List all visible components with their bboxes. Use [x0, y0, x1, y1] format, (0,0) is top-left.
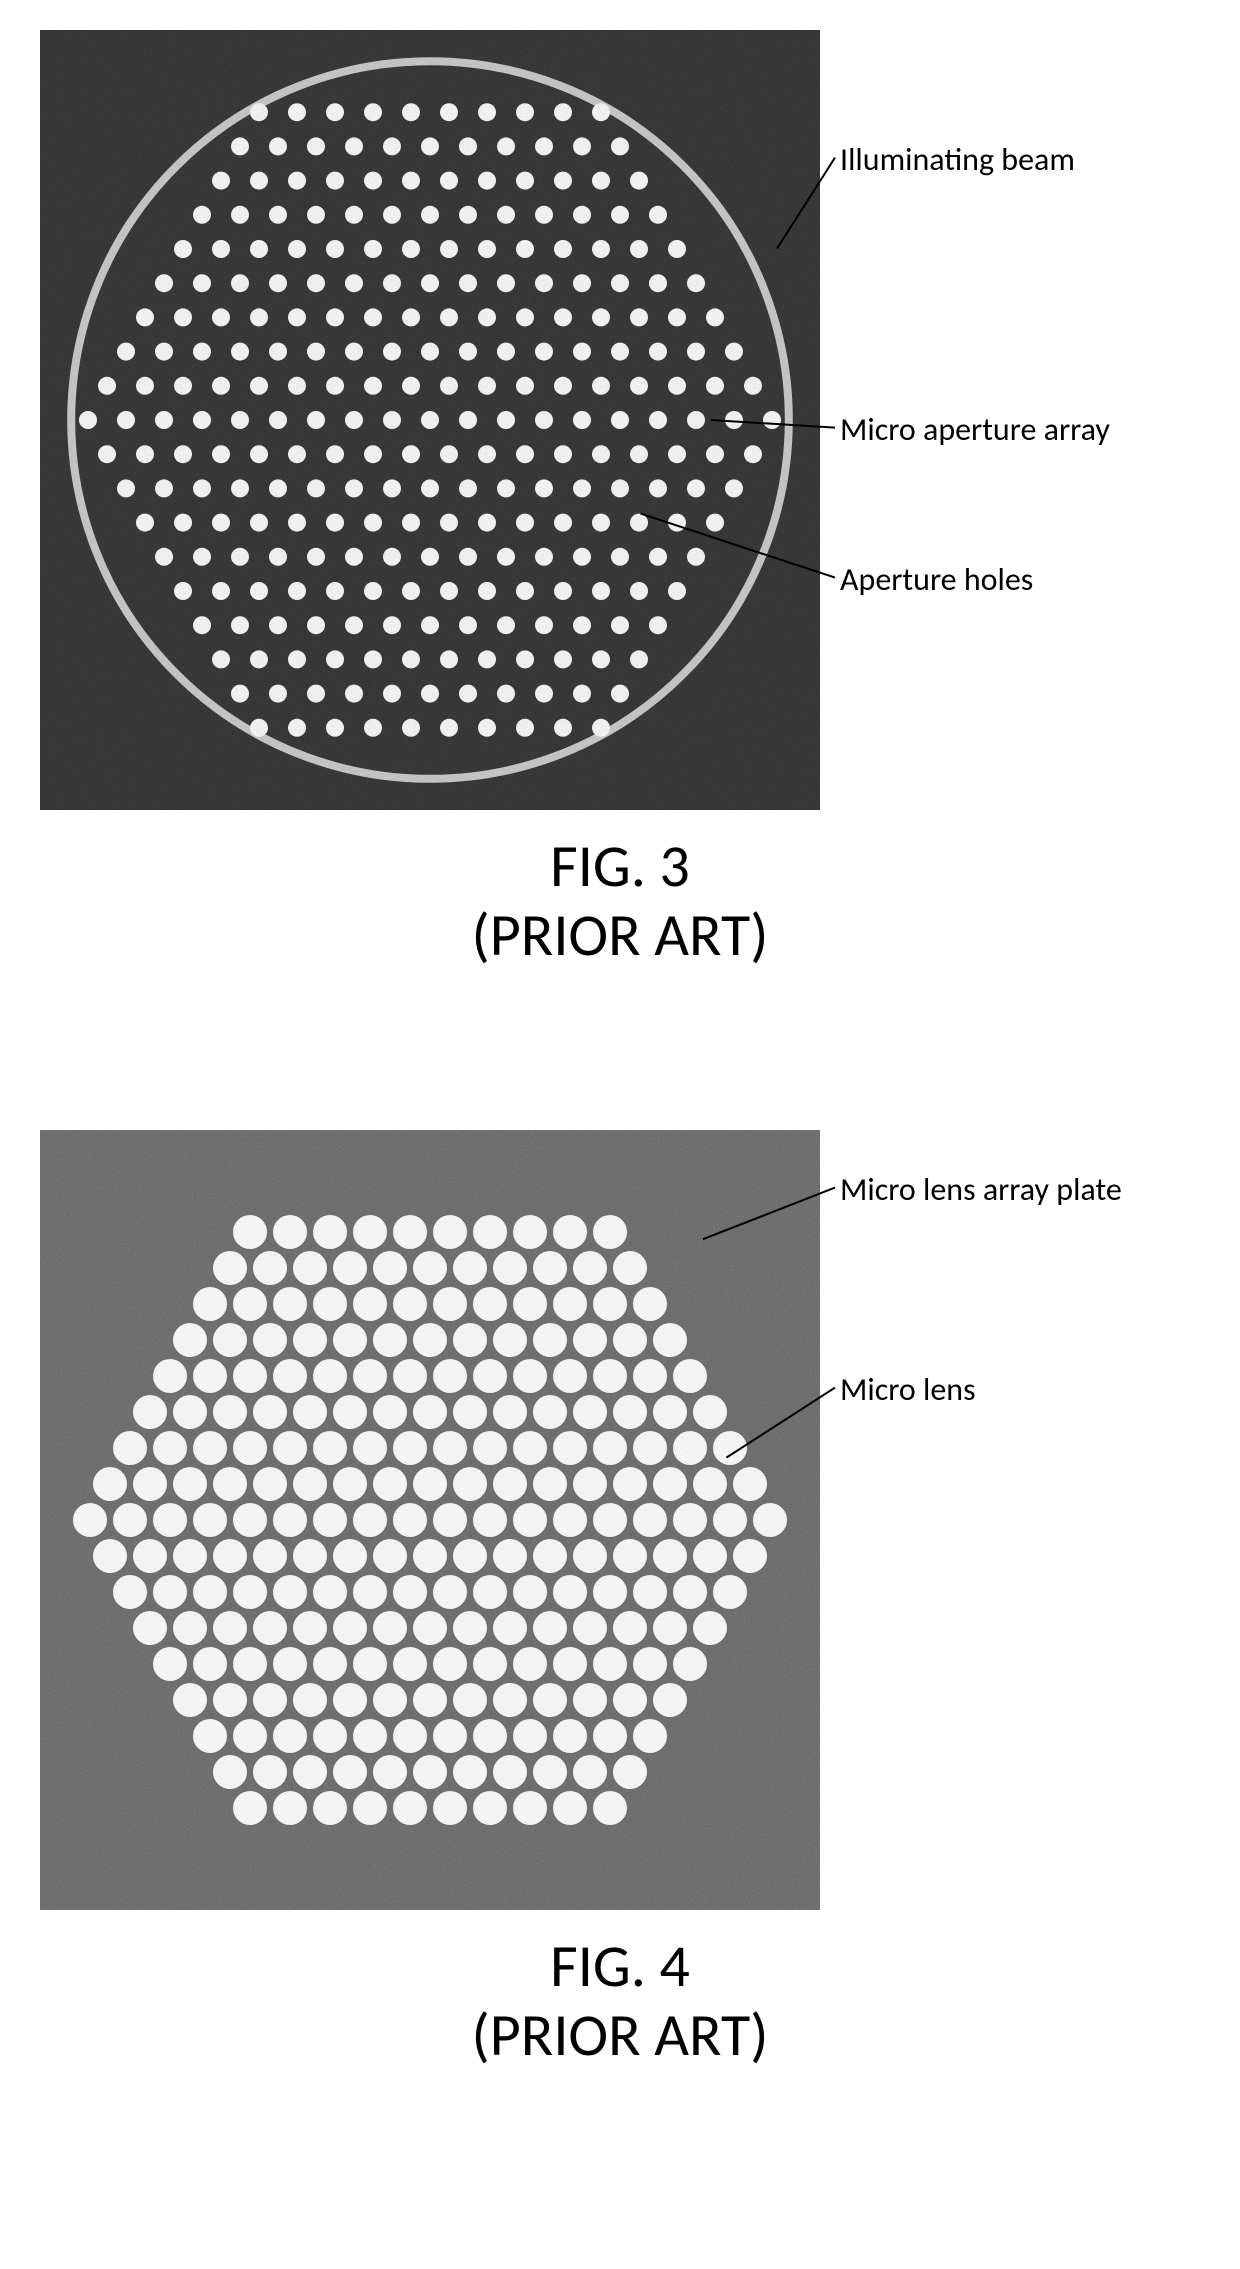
label-text: Micro aperture array	[840, 410, 1110, 449]
label-text: Illuminating beam	[840, 140, 1075, 179]
figure-3: Illuminating beam Micro aperture array Ape…	[40, 30, 1200, 970]
label-text: Aperture holes	[840, 560, 1033, 599]
label-text: Micro lens array plate	[840, 1170, 1122, 1209]
fig4-plate	[40, 1130, 820, 1910]
fig4-caption-line1: FIG. 4	[550, 1930, 690, 2003]
fig3-caption-line2: (PRIOR ART)	[472, 899, 769, 972]
figure-4-row: Micro lens array plate Micro lens	[40, 1130, 1200, 1910]
fig3-labels: Illuminating beam Micro aperture array Ape…	[820, 30, 1200, 810]
fig4-labels: Micro lens array plate Micro lens	[820, 1130, 1200, 1910]
fig3-plate	[40, 30, 820, 810]
figure-3-row: Illuminating beam Micro aperture array Ape…	[40, 30, 1200, 810]
fig3-caption-line1: FIG. 3	[550, 830, 690, 903]
page: Illuminating beam Micro aperture array Ape…	[0, 0, 1240, 2269]
figure-4: Micro lens array plate Micro lens FIG. 4 …	[40, 1130, 1200, 2070]
fig4-caption: FIG. 4 (PRIOR ART)	[40, 1932, 1200, 2070]
fig4-caption-line2: (PRIOR ART)	[472, 1999, 769, 2072]
fig3-caption: FIG. 3 (PRIOR ART)	[40, 832, 1200, 970]
label-text: Micro lens	[840, 1370, 976, 1409]
